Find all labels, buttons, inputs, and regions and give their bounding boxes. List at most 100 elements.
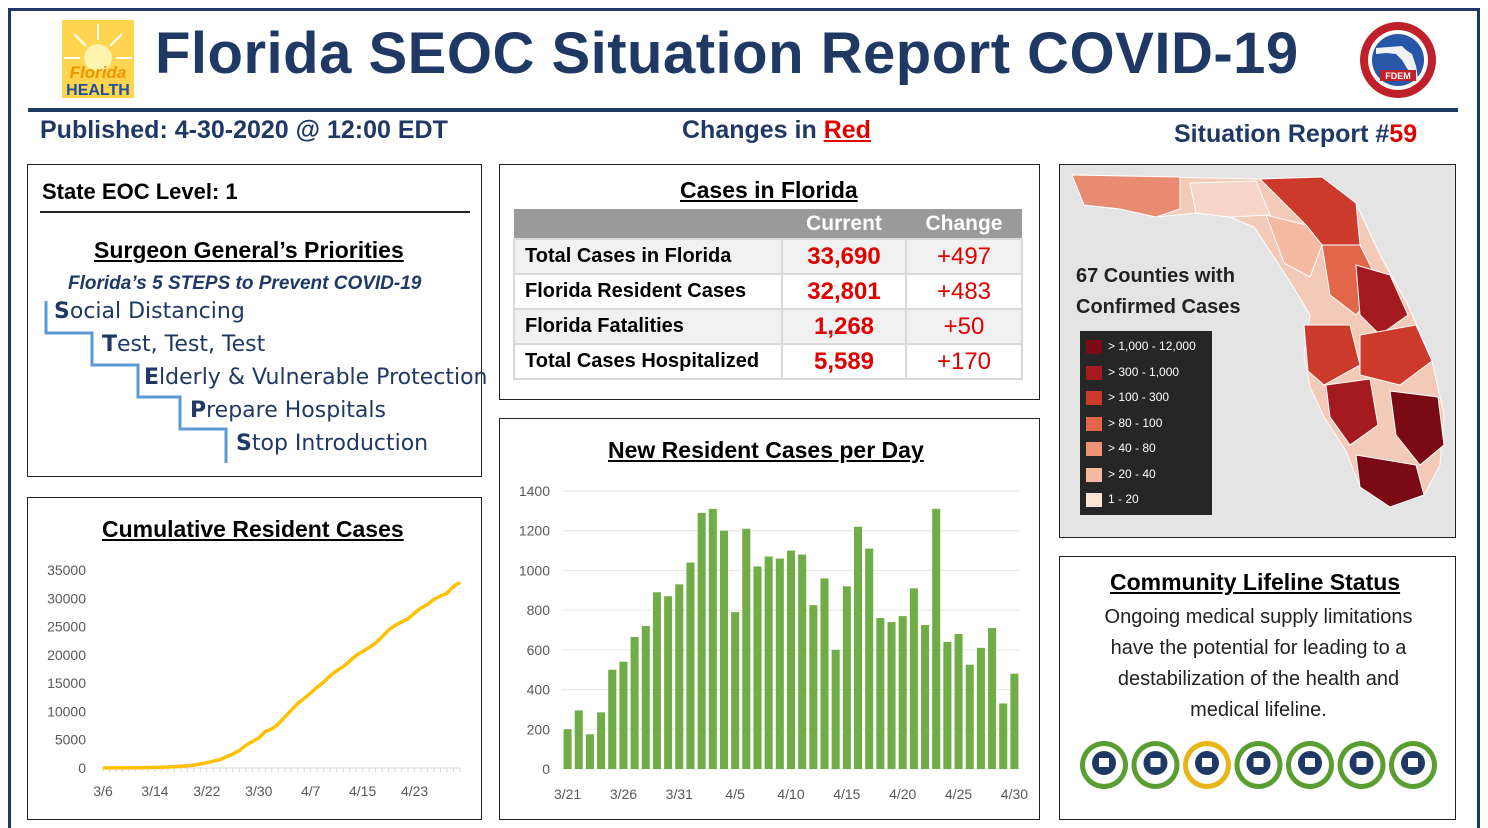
row-current: 5,589 bbox=[781, 343, 907, 380]
daily-bar bbox=[932, 508, 941, 769]
report-number: 59 bbox=[1389, 120, 1418, 148]
row-label: Total Cases in Florida bbox=[513, 238, 783, 275]
step-2: Test, Test, Test bbox=[102, 332, 266, 357]
daily-chart-panel: New Resident Cases per Day 0 200 400 600 800… bbox=[499, 418, 1040, 820]
safety-security-icon bbox=[1080, 741, 1128, 789]
row-label: Florida Resident Cases bbox=[513, 273, 783, 310]
daily-bar bbox=[697, 512, 706, 769]
transportation-icon bbox=[1337, 741, 1386, 789]
y-tick-label: 10000 bbox=[47, 703, 86, 719]
changes-red-word: Red bbox=[823, 116, 871, 144]
y-tick-label: 400 bbox=[527, 682, 551, 698]
daily-bar bbox=[764, 556, 773, 769]
y-tick-label: 35000 bbox=[47, 562, 86, 578]
x-tick-label: 4/15 bbox=[833, 786, 860, 802]
daily-bar bbox=[652, 592, 661, 769]
map-caption-line2: Confirmed Cases bbox=[1076, 296, 1241, 318]
daily-bar bbox=[887, 622, 896, 769]
legend-swatch bbox=[1086, 467, 1102, 482]
map-legend: > 1,000 - 12,000 > 300 - 1,000 > 100 - 3… bbox=[1080, 331, 1212, 515]
lifeline-line: medical lifeline. bbox=[1190, 699, 1327, 721]
daily-bar bbox=[809, 605, 818, 769]
daily-bar bbox=[976, 647, 985, 769]
row-change: +50 bbox=[905, 308, 1023, 345]
legend-item: > 300 - 1,000 bbox=[1086, 365, 1179, 380]
lifeline-text: Ongoing medical supply limitations have … bbox=[1060, 602, 1457, 726]
health-medical-icon bbox=[1183, 741, 1231, 789]
table-row: Total Cases in Florida 33,690 +497 bbox=[513, 238, 1023, 275]
header-rule bbox=[28, 108, 1458, 112]
y-tick-label: 0 bbox=[78, 760, 86, 776]
daily-bar bbox=[786, 550, 796, 769]
cumulative-chart-panel: Cumulative Resident Cases 0 5000 10000 1500… bbox=[27, 497, 482, 820]
x-tick-label: 4/7 bbox=[301, 783, 321, 799]
y-tick-label: 800 bbox=[527, 602, 551, 618]
logo-health-text: HEALTH bbox=[66, 82, 130, 98]
hazardous-materials-icon bbox=[1389, 741, 1437, 789]
legend-item: > 40 - 80 bbox=[1086, 441, 1156, 456]
situation-report-number: Situation Report #59 bbox=[1174, 120, 1417, 149]
daily-bar bbox=[574, 710, 583, 769]
lifeline-icons bbox=[1080, 741, 1437, 789]
legend-swatch bbox=[1086, 441, 1102, 456]
map-caption-line1: 67 Counties with bbox=[1076, 265, 1235, 287]
y-tick-label: 1000 bbox=[519, 562, 550, 578]
daily-bar bbox=[742, 528, 751, 769]
x-tick-label: 3/14 bbox=[141, 783, 168, 799]
lifeline-line: have the potential for leading to a bbox=[1110, 637, 1407, 659]
daily-bar bbox=[585, 734, 594, 769]
priorities-subtitle: Florida’s 5 STEPS to Prevent COVID-19 bbox=[68, 273, 422, 294]
daily-bar bbox=[943, 641, 952, 769]
x-tick-label: 3/22 bbox=[193, 783, 220, 799]
x-tick-label: 4/15 bbox=[349, 783, 376, 799]
daily-bar bbox=[753, 566, 762, 769]
cumulative-line-chart: 0 5000 10000 15000 20000 25000 30000 35000 3/6 3/… bbox=[47, 562, 461, 799]
daily-bar bbox=[630, 636, 639, 769]
cases-header-blank bbox=[514, 209, 782, 239]
daily-bar bbox=[954, 633, 963, 769]
row-label: Total Cases Hospitalized bbox=[513, 343, 783, 380]
legend-item: > 100 - 300 bbox=[1086, 390, 1169, 405]
row-change: +170 bbox=[905, 343, 1023, 380]
daily-bar bbox=[664, 596, 673, 769]
legend-swatch bbox=[1086, 492, 1102, 507]
x-tick-label: 3/30 bbox=[245, 783, 272, 799]
daily-bar bbox=[731, 612, 740, 769]
report-title: Florida SEOC Situation Report COVID-19 bbox=[155, 21, 1299, 86]
cumulative-chart-title: Cumulative Resident Cases bbox=[102, 516, 404, 542]
daily-bar bbox=[842, 586, 851, 769]
report-frame bbox=[8, 8, 1480, 828]
x-tick-label: 4/30 bbox=[1001, 786, 1028, 802]
y-tick-label: 25000 bbox=[47, 619, 86, 635]
daily-bar bbox=[988, 628, 997, 769]
daily-bar bbox=[719, 530, 728, 769]
daily-bar bbox=[675, 584, 684, 769]
daily-bar bbox=[1010, 673, 1019, 769]
cases-table: Current Change Total Cases in Florida 33… bbox=[513, 209, 1023, 380]
row-change: +497 bbox=[905, 238, 1023, 275]
florida-county-map bbox=[1071, 174, 1445, 508]
daily-bar bbox=[876, 618, 885, 769]
daily-bar bbox=[563, 729, 572, 769]
x-tick-label: 3/31 bbox=[666, 786, 693, 802]
daily-bar bbox=[854, 526, 863, 769]
step-3: Elderly & Vulnerable Protection bbox=[144, 365, 488, 390]
changes-prefix: Changes in bbox=[682, 116, 824, 144]
row-current: 1,268 bbox=[781, 308, 907, 345]
legend-item: 1 - 20 bbox=[1086, 492, 1139, 507]
steps-staircase bbox=[44, 301, 228, 463]
daily-bar bbox=[708, 508, 717, 769]
x-tick-label: 4/10 bbox=[777, 786, 804, 802]
daily-bar bbox=[909, 588, 918, 769]
x-tick-label: 4/23 bbox=[401, 783, 428, 799]
daily-bar bbox=[597, 712, 606, 769]
y-tick-label: 15000 bbox=[47, 675, 86, 691]
legend-item: > 1,000 - 12,000 bbox=[1086, 339, 1196, 354]
y-tick-label: 600 bbox=[527, 642, 551, 658]
fdem-text: FDEM bbox=[1385, 71, 1411, 81]
legend-item: > 20 - 40 bbox=[1086, 467, 1156, 482]
legend-swatch bbox=[1086, 416, 1102, 431]
eoc-divider bbox=[40, 211, 470, 213]
daily-bar bbox=[898, 616, 907, 769]
daily-bar bbox=[619, 661, 628, 769]
